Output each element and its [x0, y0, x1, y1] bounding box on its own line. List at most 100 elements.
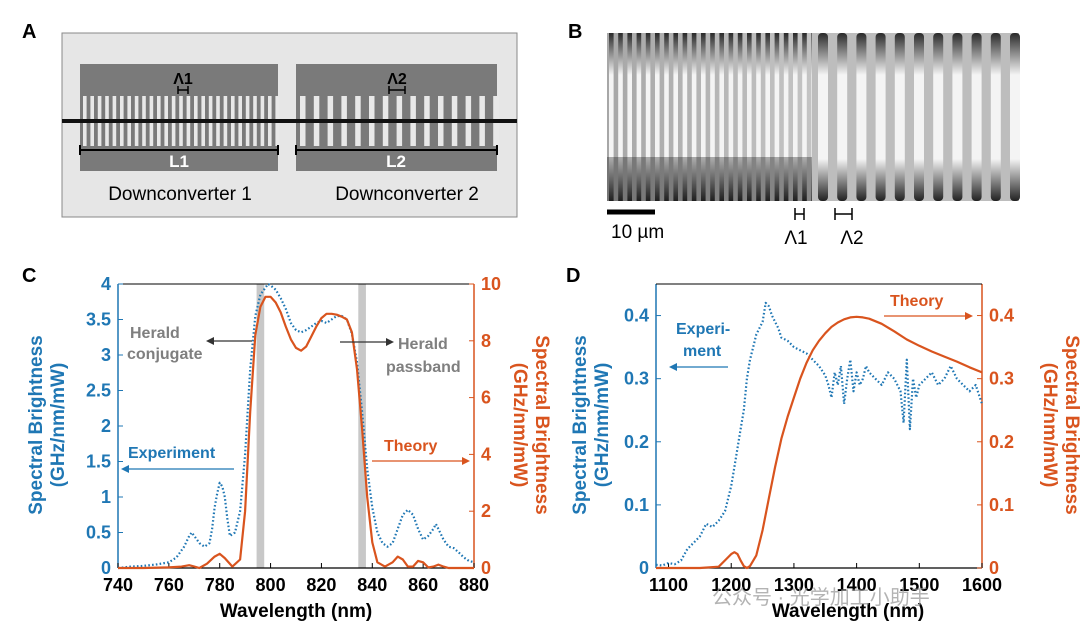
sem-finger — [783, 33, 789, 201]
x-tick-label: 1200 — [711, 575, 751, 595]
x-tick-label: 800 — [256, 575, 286, 595]
sem-finger — [673, 33, 678, 201]
x-tick-label: 1100 — [649, 575, 688, 595]
panel-a: A Λ1 Λ2 L1 — [22, 21, 518, 218]
x-tick-label: 760 — [154, 575, 184, 595]
y-tick-label-left: 0.2 — [624, 432, 649, 452]
sem-finger — [837, 33, 848, 201]
watermark: 公众号 · 光学加工小助手 — [712, 586, 930, 609]
sem-finger — [990, 33, 1001, 201]
period-1-label: Λ1 — [173, 71, 193, 88]
y-tick-label-left: 2 — [101, 416, 111, 436]
herald-passband-label-1: Herald — [398, 336, 448, 353]
sem-finger — [952, 33, 963, 201]
y-tick-label-right: 8 — [481, 331, 491, 351]
sem-finger — [793, 33, 798, 201]
x-tick-label: 1600 — [962, 575, 1002, 595]
y-tick-label-right: 0.4 — [989, 306, 1014, 326]
y-tick-label-left: 3.5 — [86, 310, 111, 330]
length-1-label: L1 — [169, 152, 189, 171]
x-tick-label: 820 — [306, 575, 336, 595]
sem-micrograph — [607, 33, 1020, 201]
panel-d: D 1100 1200 1300 1400 1500 160000.10.20.30.40… — [566, 265, 1080, 622]
y-tick-label-left: 0 — [639, 558, 649, 578]
sem-finger — [856, 33, 867, 201]
chart-d-xlabel: Wavelength (nm) — [772, 601, 924, 622]
herald-passband-label-2: passband — [386, 359, 461, 376]
theory-series — [656, 315, 983, 570]
y-tick-label-left: 0.3 — [624, 369, 649, 389]
chart-d: 1100 1200 1300 1400 1500 160000.10.20.30.400.… — [624, 283, 1014, 595]
chart-c-ylabel-right-2: (GHz/nm/mW) — [509, 363, 530, 488]
sem-grating-2 — [812, 33, 1020, 201]
herald-conjugate-label-1: Herald — [130, 325, 180, 342]
y-tick-label-left: 1 — [101, 487, 111, 507]
downconverter-1-caption: Downconverter 1 — [108, 184, 252, 205]
y-tick-label-left: 0.4 — [624, 306, 649, 326]
sem-finger — [655, 33, 660, 201]
sem-finger — [914, 33, 924, 201]
x-tick-label: 880 — [459, 575, 489, 595]
herald-band — [256, 284, 265, 568]
chart-c-ylabel-right-1: Spectral Brightness — [531, 335, 552, 515]
chart-c-experiment-label: Experiment — [128, 445, 216, 462]
y-tick-label-right: 4 — [481, 444, 491, 464]
chart-c-theory-label: Theory — [384, 438, 437, 455]
sem-finger — [971, 33, 982, 201]
x-tick-label: 860 — [408, 575, 438, 595]
chart-d-ylabel-left-2: (GHz/nm/mW) — [592, 363, 613, 488]
period-2-marker — [388, 86, 406, 94]
period-1-marker — [177, 86, 189, 94]
sem-finger — [728, 33, 734, 201]
length-2-marker — [295, 145, 498, 155]
y-tick-label-left: 1.5 — [86, 452, 111, 472]
chart-d-experiment-label-2: ment — [683, 343, 722, 360]
length-1-marker — [79, 145, 279, 155]
sem-period-2-label: Λ2 — [840, 228, 863, 249]
chart-d-ylabel-left-1: Spectral Brightness — [570, 335, 591, 515]
sem-finger — [701, 33, 706, 201]
scale-bar-label: 10 µm — [611, 222, 664, 243]
chart-d-ylabel-right-2: (GHz/nm/mW) — [1039, 363, 1060, 488]
sem-finger — [645, 33, 651, 201]
y-tick-label-right: 0 — [989, 558, 999, 578]
herald-conjugate-arrow — [206, 337, 252, 345]
x-tick-label: 840 — [357, 575, 387, 595]
y-tick-label-right: 2 — [481, 501, 491, 521]
y-tick-label-right: 6 — [481, 388, 491, 408]
herald-conjugate-label-2: conjugate — [127, 346, 203, 363]
sem-finger — [627, 33, 632, 201]
sem-period-1-label: Λ1 — [784, 228, 807, 249]
y-tick-label-right: 0.3 — [989, 369, 1014, 389]
sem-period-2-marker — [834, 208, 853, 220]
sem-finger — [682, 33, 688, 201]
panel-c: C 740 760 780 800 820 840 860 88000.511.522.533… — [22, 265, 552, 622]
sem-finger — [664, 33, 669, 201]
y-tick-label-right: 0 — [481, 558, 491, 578]
y-tick-label-left: 0 — [101, 558, 111, 578]
y-tick-label-left: 0.1 — [624, 495, 649, 515]
panel-a-label: A — [22, 21, 36, 43]
chart-d-experiment-label-1: Experi- — [676, 321, 730, 338]
sem-finger — [737, 33, 743, 201]
sem-period-1-marker — [794, 208, 805, 220]
panel-b-label: B — [568, 21, 582, 43]
chart-c: 740 760 780 800 820 840 860 88000.511.522.533.5… — [86, 274, 501, 595]
chart-c-theory-arrow — [372, 457, 470, 465]
y-tick-label-right: 0.1 — [989, 495, 1014, 515]
chart-d-theory-arrow — [884, 312, 973, 320]
sem-finger — [1010, 33, 1020, 201]
chart-d-ylabel-right-1: Spectral Brightness — [1061, 335, 1080, 515]
panel-d-label: D — [566, 265, 580, 287]
x-tick-label: 1300 — [774, 575, 814, 595]
experiment-series — [655, 301, 984, 567]
y-tick-label-left: 3 — [101, 345, 111, 365]
y-tick-label-right: 0.2 — [989, 432, 1014, 452]
sem-finger — [719, 33, 724, 201]
chart-c-xlabel: Wavelength (nm) — [220, 601, 372, 622]
sem-finger — [756, 33, 761, 201]
sem-finger — [710, 33, 715, 201]
x-tick-label: 1500 — [899, 575, 939, 595]
sem-finger — [618, 33, 623, 201]
